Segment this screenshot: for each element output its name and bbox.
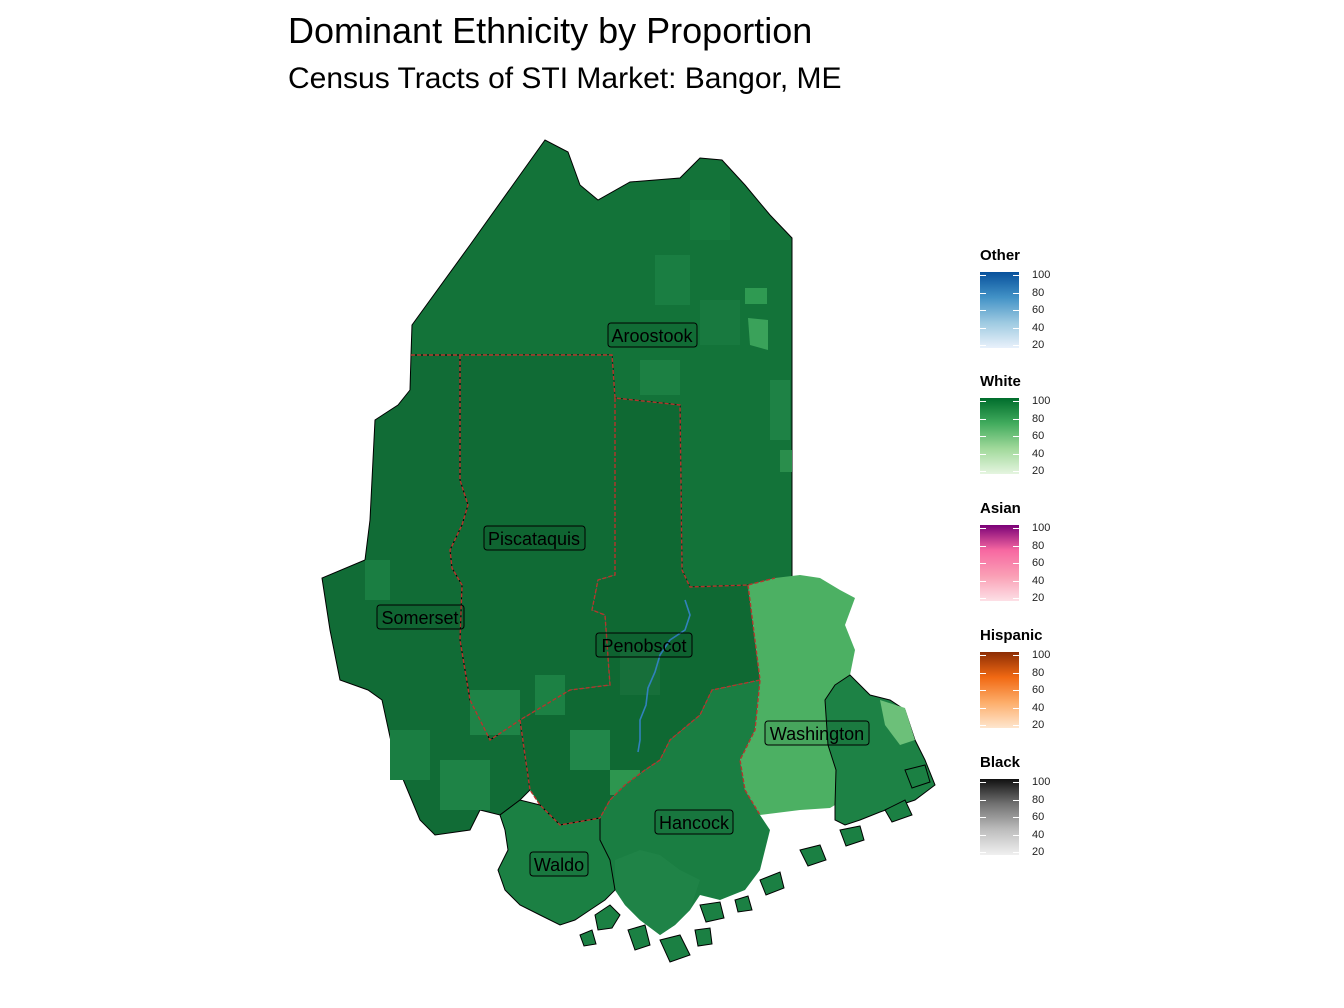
legend-tick-label: 100 <box>1032 269 1051 281</box>
legend-tick-label: 20 <box>1032 719 1045 731</box>
tract <box>615 850 700 935</box>
legend-tick-label: 80 <box>1032 286 1045 299</box>
legend-tick-label: 80 <box>1032 539 1045 552</box>
legend-title: Other <box>980 247 1021 264</box>
tract <box>745 288 767 304</box>
legend-tick-label: 60 <box>1032 304 1045 316</box>
svg-text:Waldo: Waldo <box>534 855 584 875</box>
county-washington <box>740 575 855 815</box>
tract <box>770 380 790 440</box>
tract <box>640 360 680 395</box>
county-label-hancock: Hancock <box>654 809 734 835</box>
county-label-penobscot: Penobscot <box>595 632 693 658</box>
legend-colorbar <box>980 779 1019 855</box>
legend-asian: Asian 100 80 60 40 20 <box>980 500 1050 604</box>
legend-title: Black <box>980 754 1021 771</box>
legend-title: White <box>980 373 1021 390</box>
washington-coast-tracts <box>824 674 936 826</box>
legend-other: Other 100 80 60 40 20 <box>980 247 1050 351</box>
legend-tick-label: 80 <box>1032 666 1045 679</box>
legend-tick-label: 20 <box>1032 592 1045 604</box>
legend-black: Black 100 80 60 40 20 <box>980 754 1050 858</box>
legend-tick-label: 100 <box>1032 395 1051 407</box>
svg-text:Piscataquis: Piscataquis <box>488 529 580 549</box>
legend-hispanic: Hispanic 100 80 60 40 20 <box>980 627 1050 731</box>
tract <box>655 255 690 305</box>
county-label-washington: Washington <box>764 720 870 746</box>
legend-colorbar <box>980 398 1019 474</box>
tract <box>570 730 610 770</box>
legend-title: Hispanic <box>980 627 1043 644</box>
svg-text:Washington: Washington <box>770 724 864 744</box>
legend-tick-label: 60 <box>1032 430 1045 442</box>
county-borders <box>411 354 776 826</box>
legend-colorbar <box>980 525 1019 601</box>
legend-tick-label: 60 <box>1032 557 1045 569</box>
legend-tick-label: 100 <box>1032 649 1051 661</box>
county-label-somerset: Somerset <box>376 604 465 630</box>
legend-tick-label: 40 <box>1032 828 1045 841</box>
chart-title: Dominant Ethnicity by Proportion <box>288 10 813 51</box>
county-penobscot <box>520 398 760 825</box>
tract <box>880 700 915 745</box>
legend-tick-label: 40 <box>1032 321 1045 334</box>
tract <box>365 560 390 600</box>
county-piscataquis <box>450 355 615 740</box>
legend-tick-label: 80 <box>1032 793 1045 806</box>
county-label-aroostook: Aroostook <box>607 322 698 348</box>
tract <box>470 690 520 735</box>
legend-tick-label: 20 <box>1032 339 1045 351</box>
tract <box>748 318 768 350</box>
coastal-islands <box>579 764 931 963</box>
legend-tick-label: 20 <box>1032 465 1045 477</box>
legend-tick-label: 100 <box>1032 522 1051 534</box>
legend-tick-label: 40 <box>1032 447 1045 460</box>
svg-text:Hancock: Hancock <box>659 813 730 833</box>
tract <box>690 200 730 240</box>
legend-tick-label: 60 <box>1032 811 1045 823</box>
county-label-waldo: Waldo <box>529 851 589 877</box>
legend-tick-label: 80 <box>1032 412 1045 425</box>
tract <box>700 300 740 345</box>
legend-tick-label: 60 <box>1032 684 1045 696</box>
chart-subtitle: Census Tracts of STI Market: Bangor, ME <box>288 62 842 95</box>
legend-tick-label: 100 <box>1032 776 1051 788</box>
svg-text:Penobscot: Penobscot <box>601 636 686 656</box>
county-label-piscataquis: Piscataquis <box>483 525 586 551</box>
legend-colorbar <box>980 652 1019 728</box>
legend-tick-label: 40 <box>1032 701 1045 714</box>
legend-tick-label: 40 <box>1032 574 1045 587</box>
svg-text:Aroostook: Aroostook <box>611 326 693 346</box>
legend-colorbar <box>980 272 1019 348</box>
tract <box>780 450 792 472</box>
tract <box>440 760 490 810</box>
legend-tick-label: 20 <box>1032 846 1045 858</box>
penobscot-river <box>637 599 691 753</box>
tract <box>390 730 430 780</box>
svg-text:Somerset: Somerset <box>381 608 458 628</box>
legend-white: White 100 80 60 40 20 <box>980 373 1050 477</box>
legend-title: Asian <box>980 500 1021 517</box>
